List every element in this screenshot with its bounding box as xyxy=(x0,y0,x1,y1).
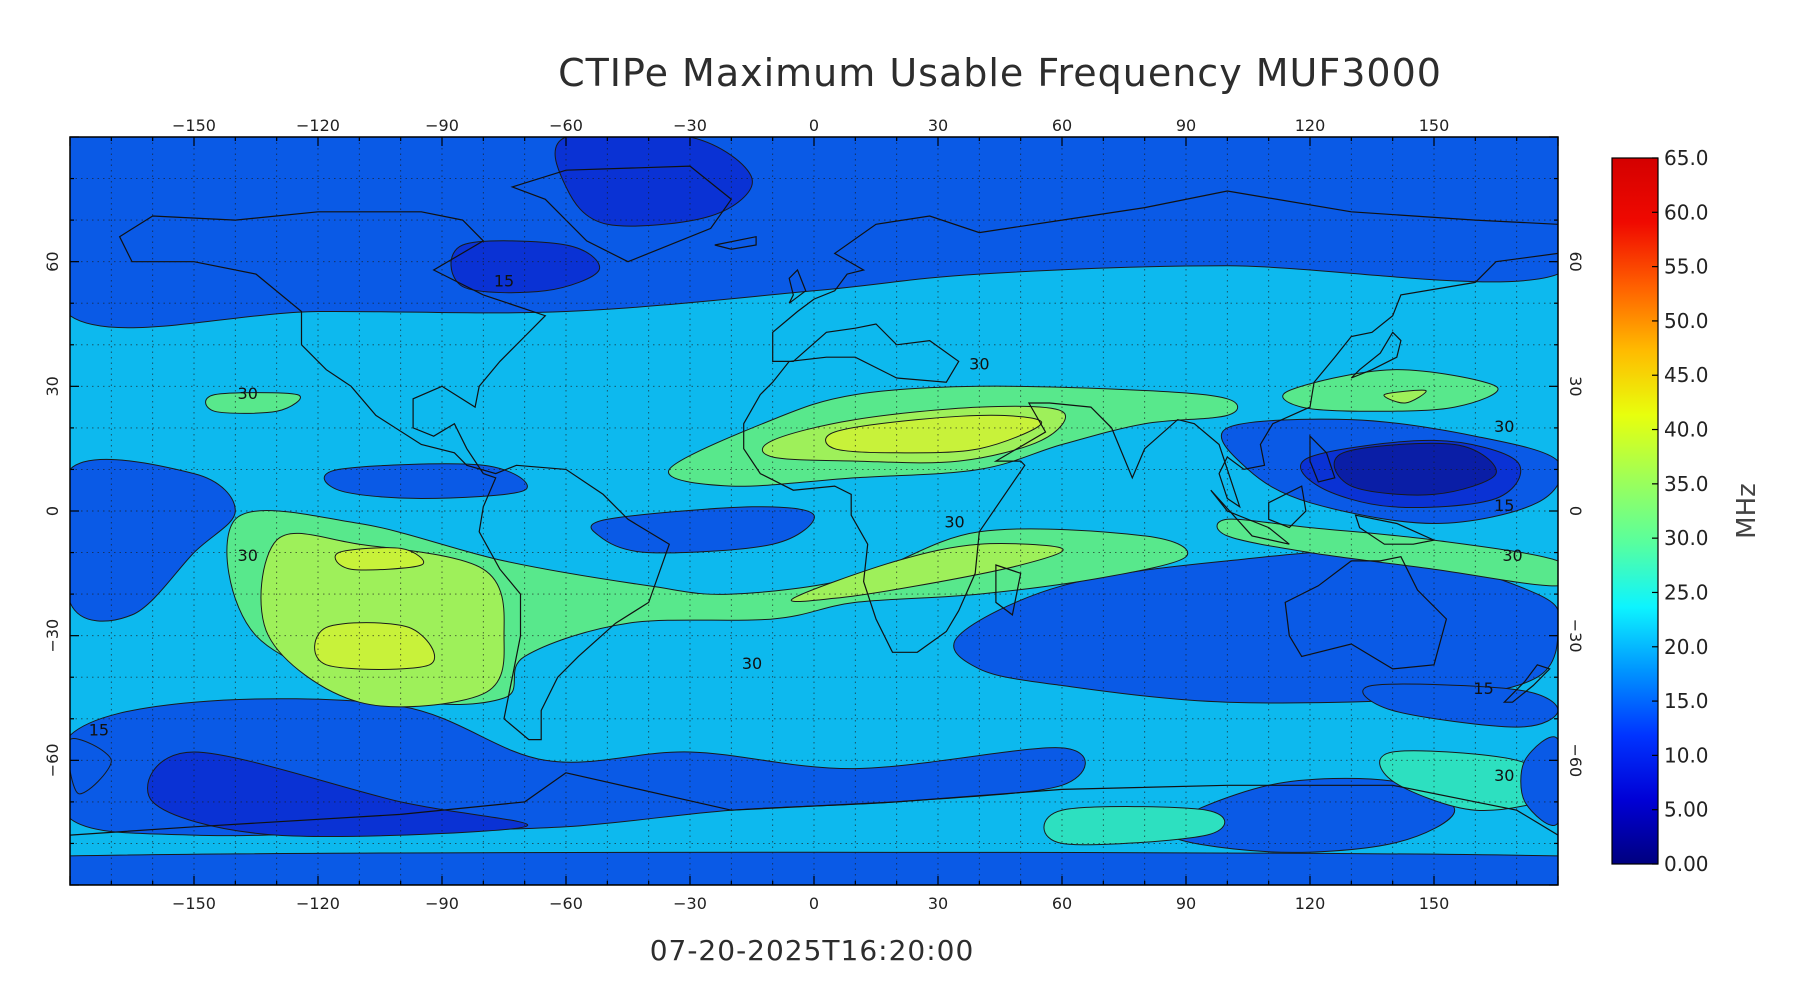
left-lat-tick-label: −30 xyxy=(43,619,62,653)
timestamp-label: 07-20-2025T16:20:00 xyxy=(650,934,975,967)
coastline-outline xyxy=(510,165,733,263)
top-lon-tick-label: 150 xyxy=(1419,116,1450,135)
contour-region-15-mhz xyxy=(70,738,112,795)
colorbar-tick-label: 15.0 xyxy=(1664,689,1709,713)
contour-region-35-mhz xyxy=(1216,518,1558,587)
contour-region-30-mhz xyxy=(1043,806,1226,846)
top-lon-tick-label: −60 xyxy=(549,116,583,135)
colorbar-tick-label: 20.0 xyxy=(1664,635,1709,659)
coastline-outline xyxy=(1354,514,1436,545)
right-lat-tick-label: 30 xyxy=(1566,376,1585,396)
contour-region-15-mhz xyxy=(1520,736,1558,826)
colorbar-tick-label: 60.0 xyxy=(1664,200,1709,224)
contour-label: 30 xyxy=(1494,417,1514,436)
left-lat-tick-label: −60 xyxy=(43,743,62,777)
contour-region-10-mhz xyxy=(450,240,601,294)
colorbar-tick-label: 0.00 xyxy=(1664,852,1709,876)
bottom-lon-tick-label: 30 xyxy=(928,894,948,913)
contour-region-35-mhz xyxy=(1282,369,1499,412)
right-lat-tick-label: 60 xyxy=(1566,251,1585,271)
colorbar-tick-label: 5.00 xyxy=(1664,798,1709,822)
contour-label: 15 xyxy=(1494,496,1514,515)
coastline-outline xyxy=(995,564,1022,616)
colorbar-tick-label: 55.0 xyxy=(1664,255,1709,279)
coastline-outline xyxy=(1210,489,1290,545)
colorbar-labels: 65.0 60.0 55.0 50.0 45.0 40.0 35.0 30.0 25.0 20.0… xyxy=(1652,146,1709,876)
right-lat-tick-label: −30 xyxy=(1566,619,1585,653)
bottom-lon-tick-label: 150 xyxy=(1419,894,1450,913)
contour-label: 30 xyxy=(969,355,989,374)
contour-region-15-mhz xyxy=(323,463,528,500)
colorbar-tick-label: 65.0 xyxy=(1664,146,1709,170)
colorbar-tick-label: 45.0 xyxy=(1664,363,1709,387)
top-lon-tick-label: −90 xyxy=(425,116,459,135)
coastline-outline xyxy=(743,190,1558,653)
contour-region-15-mhz xyxy=(953,550,1558,704)
bottom-lon-tick-label: −30 xyxy=(673,894,707,913)
coastline-outline xyxy=(714,235,757,250)
axis-ticks: −150−150−120−120−90−90−60−60−30−30003030… xyxy=(43,116,1585,913)
top-lon-tick-label: −120 xyxy=(296,116,340,135)
top-lon-tick-label: 120 xyxy=(1295,116,1326,135)
right-lat-tick-label: 0 xyxy=(1566,506,1585,516)
top-lon-tick-label: −150 xyxy=(172,116,216,135)
coastline-outline xyxy=(70,772,1558,885)
top-lon-tick-label: 30 xyxy=(928,116,948,135)
coastline-layer xyxy=(70,165,1558,885)
colorbar-tick-label: 35.0 xyxy=(1664,472,1709,496)
graticule-grid xyxy=(70,137,1558,885)
contour-region-40-mhz xyxy=(1383,389,1427,404)
colorbar-tick-label: 10.0 xyxy=(1664,743,1709,767)
coastline-outline xyxy=(118,211,671,741)
bottom-lon-tick-label: 60 xyxy=(1052,894,1072,913)
colorbar-tick-label: 25.0 xyxy=(1664,580,1709,604)
colorbar-tick-label: 50.0 xyxy=(1664,309,1709,333)
left-lat-tick-label: 30 xyxy=(43,376,62,396)
contour-region-45-mhz xyxy=(314,622,436,670)
contour-label: 30 xyxy=(238,384,258,403)
contour-region-5-mhz xyxy=(1333,442,1497,496)
colorbar-gradient xyxy=(1611,157,1659,865)
contour-label: 30 xyxy=(944,513,964,532)
contour-region-15-mhz xyxy=(70,851,1558,885)
contour-region-40-mhz xyxy=(260,532,505,708)
contour-region-35-mhz xyxy=(205,392,301,414)
bottom-lon-tick-label: −150 xyxy=(172,894,216,913)
bottom-lon-tick-label: 90 xyxy=(1176,894,1196,913)
contour-region-45-mhz xyxy=(825,414,1042,454)
contour-label: 30 xyxy=(238,546,258,565)
contour-region-15-mhz xyxy=(70,458,236,622)
coastline-outline xyxy=(1350,331,1402,379)
colorbar-unit-label: MHz xyxy=(1732,483,1762,539)
left-lat-tick-label: 60 xyxy=(43,251,62,271)
top-lon-tick-label: 60 xyxy=(1052,116,1072,135)
contour-label: 30 xyxy=(1502,546,1522,565)
bottom-lon-tick-label: 0 xyxy=(809,894,819,913)
bottom-lon-tick-label: −120 xyxy=(296,894,340,913)
contour-region-45-mhz xyxy=(334,547,425,571)
colorbar-tick-label: 40.0 xyxy=(1664,418,1709,442)
top-lon-tick-label: 0 xyxy=(809,116,819,135)
right-lat-tick-label: −60 xyxy=(1566,743,1585,777)
contour-label-layer: 30 30 30 15 15 30 30 30 15 30 30 15 xyxy=(89,272,1523,786)
coastline-outline xyxy=(1502,664,1551,703)
contour-label: 30 xyxy=(1494,766,1514,785)
contour-label: 15 xyxy=(494,272,514,291)
contour-label: 30 xyxy=(742,654,762,673)
contour-label: 15 xyxy=(1473,679,1493,698)
bottom-lon-tick-label: 120 xyxy=(1295,894,1326,913)
chart-title: CTIPe Maximum Usable Frequency MUF3000 xyxy=(558,51,1442,95)
top-lon-tick-label: 90 xyxy=(1176,116,1196,135)
bottom-lon-tick-label: −90 xyxy=(425,894,459,913)
left-lat-tick-label: 0 xyxy=(43,506,62,516)
top-lon-tick-label: −30 xyxy=(673,116,707,135)
contour-label: 15 xyxy=(89,720,109,739)
colorbar-tick-label: 30.0 xyxy=(1664,526,1709,550)
bottom-lon-tick-label: −60 xyxy=(549,894,583,913)
colorbar: 65.0 60.0 55.0 50.0 45.0 40.0 35.0 30.0 25.0 20.0… xyxy=(1611,146,1762,876)
coastline-outline xyxy=(788,268,807,304)
